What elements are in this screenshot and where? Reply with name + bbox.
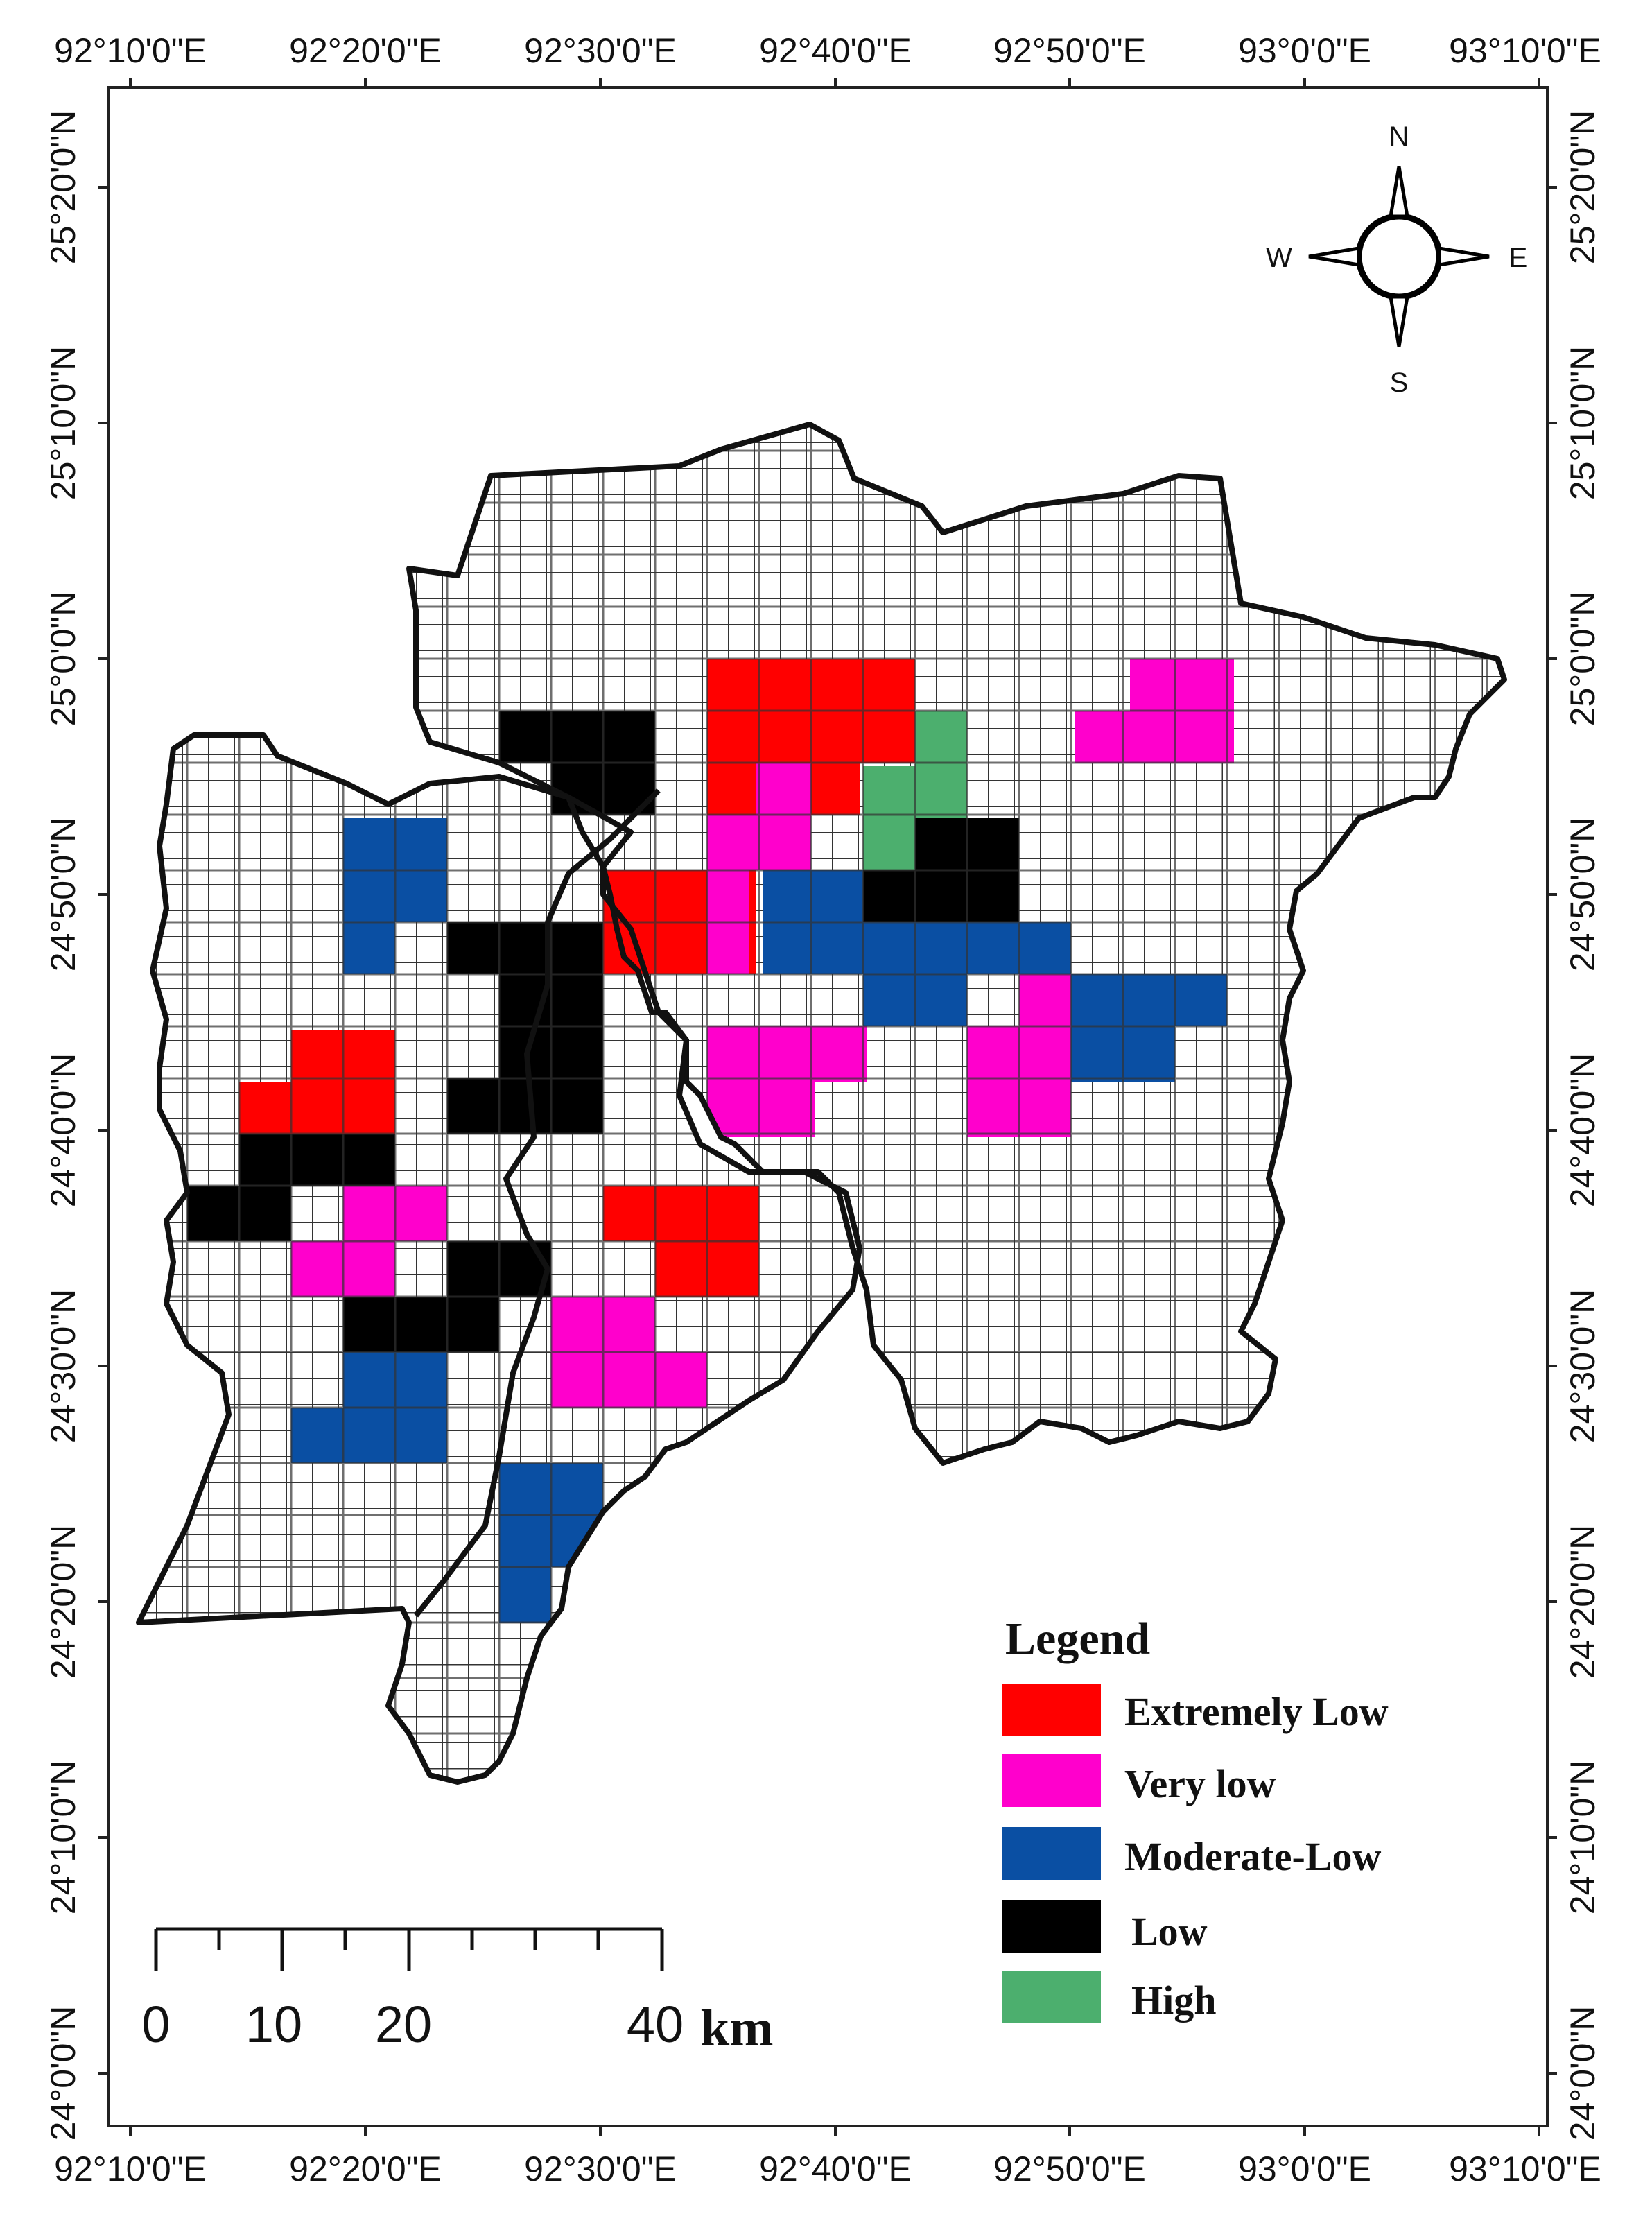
left-latitude-labels: 25°20'0"N 25°10'0"N 25°0'0"N 24°50'0"N 2… [44, 110, 82, 2141]
top-longitude-labels: 92°10'0"E 92°20'0"E 92°30'0"E 92°40'0"E … [54, 31, 1601, 70]
scale-label-20: 20 [375, 1996, 432, 2053]
compass-east-label: E [1509, 243, 1528, 273]
right-lat-label: 24°10'0"N [1563, 1760, 1602, 1914]
top-lon-label: 92°30'0"E [524, 31, 677, 70]
top-lon-label: 92°40'0"E [759, 31, 912, 70]
top-lon-label: 92°20'0"E [289, 31, 442, 70]
left-lat-label: 25°20'0"N [44, 110, 82, 264]
bottom-lon-label: 92°40'0"E [759, 2149, 912, 2188]
bottom-lon-label: 92°50'0"E [993, 2149, 1146, 2188]
bottom-lon-label: 92°30'0"E [524, 2149, 677, 2188]
left-lat-label: 24°30'0"N [44, 1289, 82, 1443]
bottom-lon-label: 92°10'0"E [54, 2149, 207, 2188]
region-boundaries [136, 422, 1507, 1785]
internal-boundary [413, 788, 661, 1618]
top-lon-label: 93°0'0"E [1238, 31, 1371, 70]
tick-marks [98, 78, 1557, 2136]
right-lat-label: 25°0'0"N [1563, 591, 1602, 727]
legend-label-low: Low [1131, 1909, 1208, 1954]
left-lat-label: 24°20'0"N [44, 1525, 82, 1679]
left-lat-label: 25°0'0"N [44, 591, 82, 727]
legend-label-very-low: Very low [1124, 1761, 1276, 1806]
bottom-lon-label: 92°20'0"E [289, 2149, 442, 2188]
right-latitude-labels: 25°20'0"N 25°10'0"N 25°0'0"N 24°50'0"N 2… [1563, 110, 1602, 2141]
scale-bar [154, 1927, 664, 1971]
compass-north-label: N [1389, 121, 1409, 152]
legend-swatch-low [1002, 1900, 1101, 1953]
scale-label-40: 40 [627, 1996, 684, 2053]
left-lat-label: 24°50'0"N [44, 817, 82, 971]
top-lon-label: 92°50'0"E [993, 31, 1146, 70]
right-lat-label: 25°20'0"N [1563, 110, 1602, 264]
right-lat-label: 24°30'0"N [1563, 1289, 1602, 1443]
right-lat-label: 24°20'0"N [1563, 1525, 1602, 1679]
right-lat-label: 24°50'0"N [1563, 817, 1602, 971]
compass-west-label: W [1266, 243, 1292, 273]
left-lat-label: 25°10'0"N [44, 346, 82, 500]
right-lat-label: 24°0'0"N [1563, 2006, 1602, 2141]
legend-swatch-high [1002, 1971, 1101, 2023]
compass-south-label: S [1390, 367, 1409, 398]
right-lat-label: 25°10'0"N [1563, 346, 1602, 500]
scale-label-0: 0 [141, 1996, 170, 2053]
left-lat-label: 24°0'0"N [44, 2006, 82, 2141]
cells-high [863, 711, 967, 870]
scale-label-10: 10 [245, 1996, 302, 2053]
scale-unit-label: km [700, 1999, 774, 2057]
bottom-lon-label: 93°0'0"E [1238, 2149, 1371, 2188]
legend-title: Legend [1005, 1614, 1150, 1664]
southwest-district-boundary [136, 732, 862, 1785]
legend-swatch-moderate-low [1002, 1827, 1101, 1880]
legend-label-extremely-low: Extremely Low [1124, 1689, 1389, 1734]
north-arrow-compass-icon: N S E W [1266, 121, 1527, 398]
legend-swatch-very-low [1002, 1754, 1101, 1807]
legend-label-moderate-low: Moderate-Low [1124, 1834, 1382, 1879]
top-lon-label: 93°10'0"E [1449, 31, 1601, 70]
legend-label-high: High [1131, 1978, 1217, 2023]
legend-swatch-extremely-low [1002, 1684, 1101, 1736]
left-lat-label: 24°10'0"N [44, 1760, 82, 1914]
bottom-lon-label: 93°10'0"E [1449, 2149, 1601, 2188]
left-lat-label: 24°40'0"N [44, 1053, 82, 1207]
right-lat-label: 24°40'0"N [1563, 1053, 1602, 1207]
scale-labels: 0 10 20 40 km [141, 1996, 773, 2057]
bottom-longitude-labels: 92°10'0"E 92°20'0"E 92°30'0"E 92°40'0"E … [54, 2149, 1601, 2188]
legend: Legend Extremely Low Very low Moderate-L… [1002, 1614, 1389, 2023]
northeast-district-boundary [406, 422, 1507, 1466]
top-lon-label: 92°10'0"E [54, 31, 207, 70]
